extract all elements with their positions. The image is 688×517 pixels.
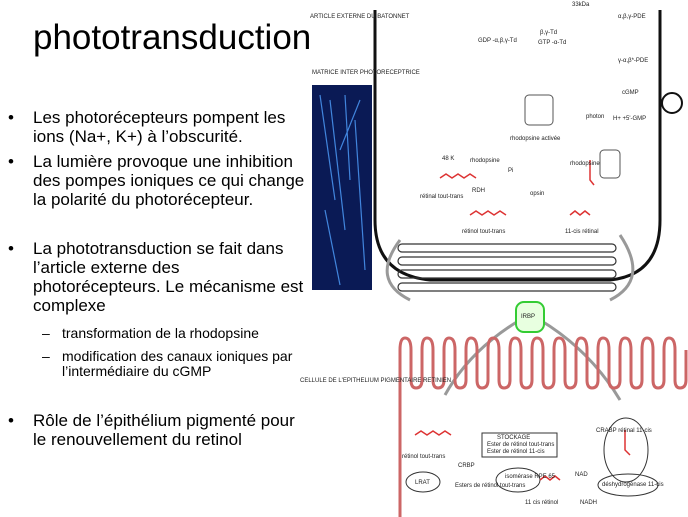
diagram-label: opsin: [530, 191, 544, 197]
crabp-ellipse: [603, 417, 649, 483]
diagram-label: NADH: [580, 500, 597, 506]
bullet: La lumière provoque une inhibition des p…: [8, 152, 308, 209]
diagram-label: γ-α,β*-PDE: [618, 58, 648, 64]
title: phototransduction: [33, 18, 312, 57]
rod-outline: [373, 10, 662, 282]
diagram-label: Pi: [508, 168, 513, 174]
diagram-label: CRABP rétinal 11-cis: [596, 428, 652, 434]
diagram-label: GDP -α,β,γ-Td: [478, 38, 517, 44]
diagram-label: IRBP: [521, 314, 535, 320]
storage-box: [481, 432, 558, 458]
diagram-label: rétinol tout-trans: [402, 454, 445, 460]
diagram-label: LRAT: [415, 480, 430, 486]
diagram-label: rétinol tout-trans: [462, 229, 505, 235]
diagram-label: 48 K: [442, 156, 454, 162]
diagram-label: Esters de rétinol tout-trans: [455, 483, 525, 489]
diagram-label: rhodopsine activée: [510, 136, 561, 142]
diagram-label: H+ +5'-GMP: [613, 116, 646, 122]
diagram-label: β,γ-Td: [540, 30, 557, 36]
channel: [661, 92, 683, 114]
diagram-label: NAD: [575, 472, 588, 478]
diagram-label: MATRICE INTER PHOTORECEPTRICE: [312, 70, 420, 76]
lrat-ellipse: [405, 471, 441, 493]
sub-bullet: transformation de la rhodopsine: [42, 326, 307, 342]
disc: [397, 269, 617, 279]
diagram-label: rétinal tout-trans: [420, 194, 463, 200]
cycle-arrows: [385, 234, 635, 302]
disc: [397, 282, 617, 292]
bullet: Rôle de l’épithélium pigmenté pour le re…: [8, 411, 308, 449]
discs: [397, 243, 617, 292]
bullet: La phototransduction se fait dans l’arti…: [8, 239, 308, 315]
diagram-label: Ester de rétinol tout-trans: [487, 442, 554, 448]
sub-bullet: modification des canaux ioniques par l’i…: [42, 349, 307, 379]
diagram-label: CELLULE DE L'EPITHELIUM PIGMENTAIRE RETI…: [300, 378, 451, 384]
diagram-label: photon: [586, 114, 604, 120]
diagram-label: rhodopsine: [570, 161, 600, 167]
diagram-label: 11-cis rétinal: [565, 229, 599, 235]
diagram-label: α,β,γ-PDE: [618, 14, 646, 20]
diagram-label: Ester de rétinol 11-cis: [487, 449, 545, 455]
diagram-label: cGMP: [622, 90, 639, 96]
dehydrogenase-ellipse: [597, 473, 659, 497]
diagram-label: 11 cis rétinol: [525, 500, 558, 506]
retinoid-molecules: [414, 160, 631, 481]
diagram-label: RDH: [472, 188, 485, 194]
diagram-label: rhodopsine: [470, 158, 500, 164]
bullet: Les photorécepteurs pompent les ions (Na…: [8, 108, 308, 146]
diagram-label: ARTICLE EXTERNE DU BATONNET: [310, 14, 410, 20]
irbp: [515, 301, 545, 333]
micrograph: [312, 85, 372, 290]
diagram-label: STOCKAGE: [497, 435, 530, 441]
disc: [397, 243, 617, 253]
diagram-label: isomérase RPE 65: [505, 474, 556, 480]
diagram-label: GTP -α-Td: [538, 40, 566, 46]
epithelium: [398, 336, 688, 517]
rhodopsine-icon: [524, 94, 621, 179]
micrograph-streaks: [319, 94, 366, 286]
diagram-label: CRBP: [458, 463, 475, 469]
diagram-label: 33kDa: [572, 2, 590, 8]
disc: [397, 256, 617, 266]
diagram-label: déshydrogénase 11-cis: [602, 482, 664, 488]
